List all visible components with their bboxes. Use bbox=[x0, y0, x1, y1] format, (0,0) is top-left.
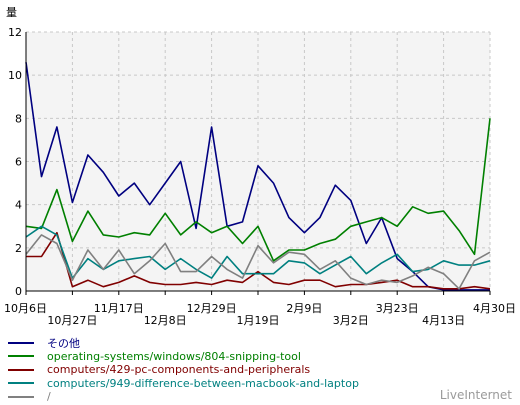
series-line-2 bbox=[26, 231, 491, 290]
x-tick-label: 11月17日 bbox=[94, 302, 144, 315]
x-tick-label: 4月30日 bbox=[473, 302, 516, 315]
x-tick-label: 4月13日 bbox=[422, 314, 465, 327]
x-tick-label: 12月29日 bbox=[187, 302, 237, 315]
legend-swatch bbox=[8, 355, 34, 358]
x-tick-label: 3月2日 bbox=[333, 314, 369, 327]
line-chart: 0 2 4 6 8 10 12 10月6日10月27日11月17日12月8日12月29日1月… bbox=[4, 6, 516, 327]
y-axis-ticks: 0 2 4 6 8 10 12 bbox=[8, 26, 22, 298]
legend: その他 operating-systems/windows/804-snippin… bbox=[8, 336, 359, 404]
legend-item-0: その他 bbox=[8, 336, 359, 350]
x-tick-label: 2月9日 bbox=[286, 302, 322, 315]
legend-label: computers/429-pc-components-and-peripher… bbox=[47, 363, 311, 377]
legend-label: operating-systems/windows/804-snipping-t… bbox=[47, 349, 301, 363]
x-tick-label: 10月6日 bbox=[4, 302, 47, 315]
watermark: LiveInternet bbox=[439, 388, 512, 402]
y-tick-label: 8 bbox=[15, 112, 22, 125]
series-lines bbox=[25, 62, 491, 291]
x-tick-label: 10月27日 bbox=[47, 314, 97, 327]
legend-swatch bbox=[8, 368, 34, 371]
y-tick-label: 6 bbox=[15, 156, 22, 169]
x-tick-label: 3月23日 bbox=[376, 302, 419, 315]
y-tick-label: 0 bbox=[15, 285, 22, 298]
legend-label: その他 bbox=[47, 336, 80, 350]
y-axis-label: 量 bbox=[6, 6, 17, 19]
legend-item-3: computers/949-difference-between-macbook… bbox=[8, 377, 359, 391]
legend-swatch bbox=[8, 382, 34, 385]
legend-item-1: operating-systems/windows/804-snipping-t… bbox=[8, 350, 359, 364]
legend-swatch bbox=[8, 395, 34, 398]
legend-item-4: / bbox=[8, 390, 359, 404]
legend-item-2: computers/429-pc-components-and-peripher… bbox=[8, 363, 359, 377]
series-line-1 bbox=[25, 118, 491, 262]
series-line-4 bbox=[25, 234, 491, 290]
legend-label: computers/949-difference-between-macbook… bbox=[47, 376, 359, 390]
y-tick-label: 4 bbox=[15, 199, 22, 212]
legend-label: / bbox=[47, 390, 51, 404]
y-tick-label: 12 bbox=[8, 26, 22, 39]
y-tick-label: 10 bbox=[8, 69, 22, 82]
x-tick-label: 12月8日 bbox=[144, 314, 187, 327]
legend-swatch bbox=[8, 341, 34, 344]
x-tick-label: 1月19日 bbox=[237, 314, 280, 327]
y-tick-label: 2 bbox=[15, 242, 22, 255]
